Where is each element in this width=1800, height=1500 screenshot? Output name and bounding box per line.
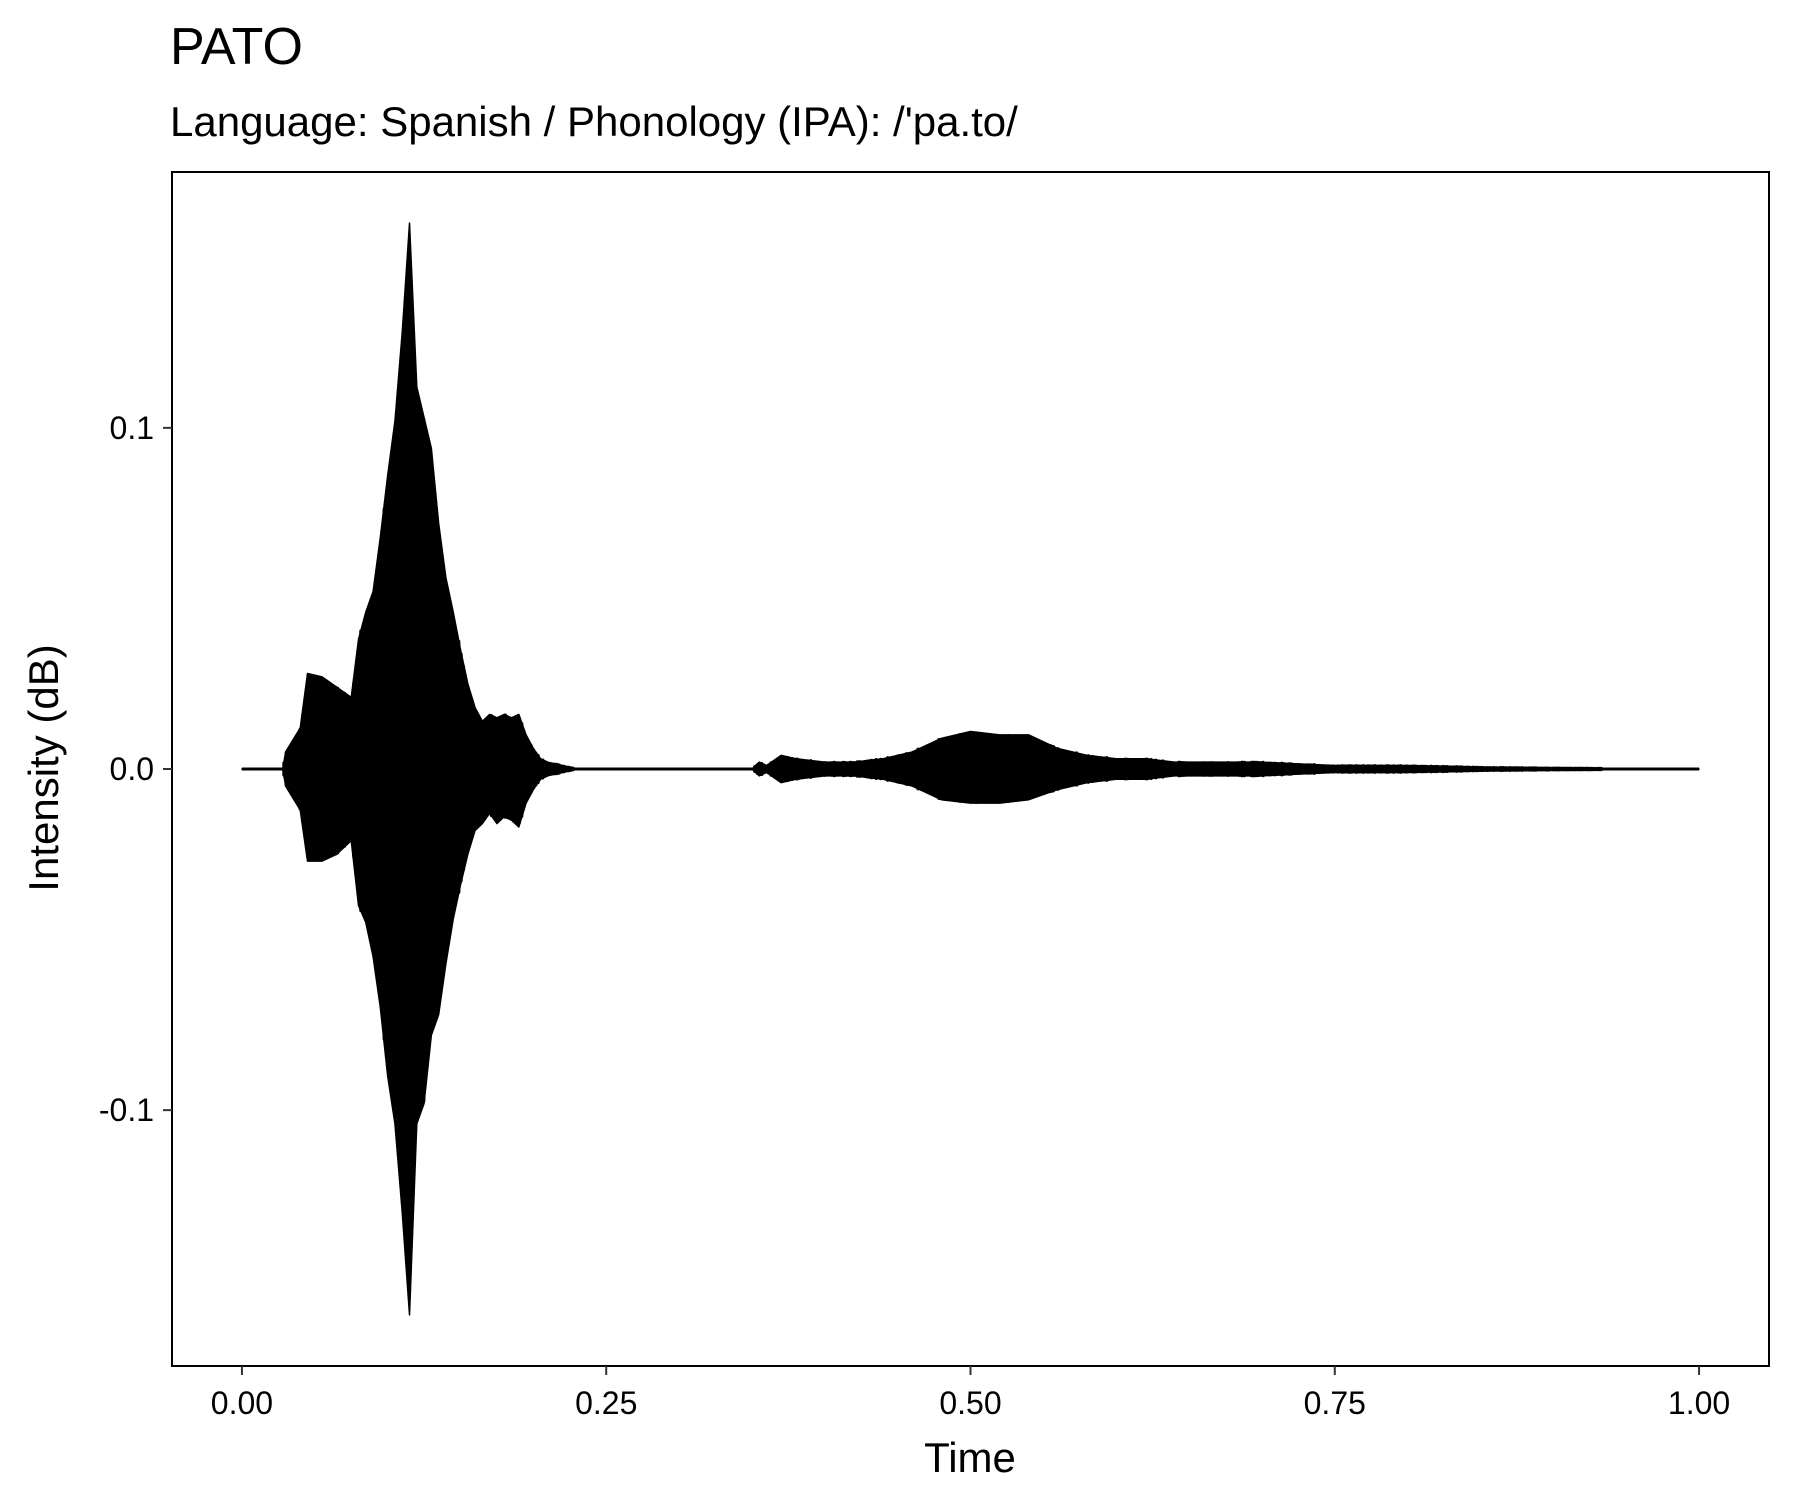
x-tick-label: 1.00 xyxy=(1668,1385,1730,1421)
x-tick-label: 0.50 xyxy=(939,1385,1001,1421)
y-axis: -0.1 0.0 0.1 xyxy=(99,410,172,1128)
y-tick-label: -0.1 xyxy=(99,1092,154,1128)
y-axis-label: Intensity (dB) xyxy=(20,644,67,891)
y-tick-label: 0.0 xyxy=(110,751,154,787)
x-axis-label: Time xyxy=(924,1434,1016,1481)
x-tick-label: 0.25 xyxy=(575,1385,637,1421)
waveform-group xyxy=(241,222,1700,1316)
chart-title: PATO xyxy=(170,18,303,76)
chart-subtitle: Language: Spanish / Phonology (IPA): /'p… xyxy=(170,98,1018,145)
x-axis: 0.00 0.25 0.50 0.75 1.00 xyxy=(211,1366,1730,1421)
y-tick-label: 0.1 xyxy=(110,410,154,446)
x-tick-label: 0.00 xyxy=(211,1385,273,1421)
x-tick-label: 0.75 xyxy=(1304,1385,1366,1421)
